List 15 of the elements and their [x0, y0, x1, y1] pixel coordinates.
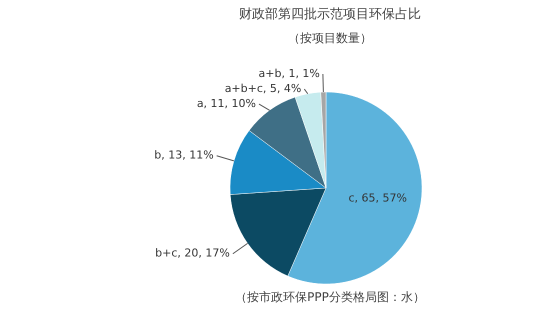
slice-label: b+c	[155, 246, 178, 260]
slice-label: c	[348, 192, 355, 205]
data-label: , 5, 4%	[262, 82, 302, 96]
slice-label: b	[154, 148, 162, 162]
data-label: , 11, 10%	[204, 97, 256, 110]
data-label: , 65, 57%	[354, 192, 407, 205]
chart-subtitle: （按项目数量）	[288, 31, 372, 45]
data-label: , 20, 17%	[177, 246, 230, 260]
data-label: , 1, 1%	[281, 67, 320, 80]
data-label: , 13, 11%	[161, 148, 214, 162]
slice-label: a+b	[258, 67, 282, 80]
slice-label: a+b+c	[224, 82, 263, 96]
slice-label: a	[196, 97, 204, 110]
text: （按市政环保PPP分类格局图：水）	[235, 290, 425, 304]
chart-title: 财政部第四批示范项目环保占比	[239, 7, 421, 22]
